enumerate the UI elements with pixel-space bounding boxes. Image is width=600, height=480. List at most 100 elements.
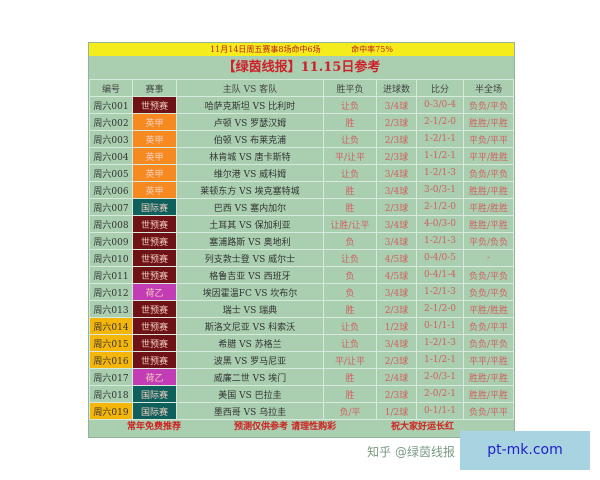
match-id: 周六012 — [89, 283, 133, 301]
column-header: 比分 — [416, 79, 464, 97]
league: 世预赛 — [132, 317, 177, 335]
match-id: 周六014 — [89, 317, 133, 335]
goals-pick: 3/4球 — [376, 232, 417, 250]
table-row: 周六006 英甲 莱顿东方 VS 埃克塞特城胜 3/4球 3-0/3-1 胜胜/平胜 — [89, 181, 514, 199]
half-full-pick: 负负/平平 — [463, 402, 514, 420]
footer-right: 祝大家好运长红 — [391, 422, 455, 432]
league: 英甲 — [132, 130, 177, 148]
league: 世预赛 — [132, 334, 177, 352]
half-full-pick: 胜胜/平胜 — [463, 113, 514, 131]
teams: 哈萨克斯坦 VS 比利时 — [176, 96, 324, 114]
goals-pick: 1/2球 — [376, 317, 417, 335]
column-header: 编号 — [89, 79, 133, 97]
table-row: 周六012 荷乙 埃因霍温FC VS 坎布尔负 3/4球 1-2/1-3 负负/平负 — [89, 283, 514, 301]
goals-pick: 4/5球 — [376, 266, 417, 284]
result-pick: 让负 — [323, 164, 377, 182]
score-pick: 1-2/1-3 — [416, 334, 464, 352]
table-row: 周六019 国际赛 墨西哥 VS 乌拉圭 负/平 1/2球 0-1/1-1 负负/平平 — [89, 402, 514, 420]
result-pick: 负 — [323, 232, 377, 250]
footer: 常年免费推荐 预测仅供参考 请理性购彩 祝大家好运长红 — [89, 417, 514, 437]
score-pick: 0-1/1-1 — [416, 402, 464, 420]
watermark: 知乎 @绿茵线报 — [367, 445, 455, 459]
column-header: 主队 VS 客队 — [176, 79, 324, 97]
goals-pick: 3/4球 — [376, 164, 417, 182]
match-id: 周六018 — [89, 385, 133, 403]
result-pick: 胜 — [323, 368, 377, 386]
result-banner: 11月14日周五赛事8场命中6场 命中率75% — [89, 43, 514, 56]
half-full-pick: 平平/胜胜 — [463, 147, 514, 165]
goals-pick: 2/3球 — [376, 198, 417, 216]
league: 世预赛 — [132, 300, 177, 318]
match-id: 周六019 — [89, 402, 133, 420]
score-pick: 3-0/3-1 — [416, 181, 464, 199]
goals-pick: 1/2球 — [376, 402, 417, 420]
goals-pick: 3/4球 — [376, 334, 417, 352]
teams: 埃因霍温FC VS 坎布尔 — [176, 283, 324, 301]
match-id: 周六013 — [89, 300, 133, 318]
result-pick: 胜 — [323, 385, 377, 403]
match-id: 周六010 — [89, 249, 133, 267]
result-pick: 胜 — [323, 198, 377, 216]
column-header: 半全场 — [463, 79, 514, 97]
table-header: 编号 赛事 主队 VS 客队 胜平负 进球数 比分 半全场 — [89, 79, 514, 97]
score-pick: 2-1/2-0 — [416, 198, 464, 216]
score-pick: 1-2/1-3 — [416, 283, 464, 301]
table-row: 周六007 国际赛 巴西 VS 塞内加尔胜 2/3球 2-1/2-0 平胜/胜胜 — [89, 198, 514, 216]
score-pick: 2-1/2-0 — [416, 113, 464, 131]
table-row: 周六011 世预赛 格鲁吉亚 VS 西班牙负 4/5球 0-4/1-4 负负/平负 — [89, 266, 514, 284]
column-header: 进球数 — [376, 79, 417, 97]
half-full-pick: 负负/平负 — [463, 164, 514, 182]
result-pick: 平/让平 — [323, 351, 377, 369]
half-full-pick: 胜胜/平胜 — [463, 181, 514, 199]
teams: 巴西 VS 塞内加尔 — [176, 198, 324, 216]
result-pick: 负 — [323, 283, 377, 301]
league: 英甲 — [132, 147, 177, 165]
goals-pick: 3/4球 — [376, 215, 417, 233]
banner-rate: 命中率75% — [351, 45, 393, 54]
teams: 莱顿东方 VS 埃克塞特城 — [176, 181, 324, 199]
banner-summary: 11月14日周五赛事8场命中6场 — [210, 45, 321, 54]
table-row: 周六005 英甲 维尔港 VS 威科姆 让负 3/4球 1-2/1-3 负负/平负 — [89, 164, 514, 182]
score-pick: 1-2/1-1 — [416, 130, 464, 148]
result-pick: 让负 — [323, 130, 377, 148]
teams: 希腊 VS 苏格兰 — [176, 334, 324, 352]
league: 荷乙 — [132, 368, 177, 386]
teams: 塞浦路斯 VS 奥地利 — [176, 232, 324, 250]
teams: 瑞士 VS 瑞典 — [176, 300, 324, 318]
half-full-pick: 平负/负负 — [463, 232, 514, 250]
table-row: 周六014 世预赛 斯洛文尼亚 VS 科索沃 让负 1/2球 0-1/1-1 负负/平平 — [89, 317, 514, 335]
result-pick: 平/让平 — [323, 147, 377, 165]
result-pick: 让负 — [323, 96, 377, 114]
league: 世预赛 — [132, 96, 177, 114]
goals-pick: 3/4球 — [376, 96, 417, 114]
table-row: 周六018 国际赛 美国 VS 巴拉圭胜 2/3球 2-0/2-1 胜胜/平胜 — [89, 385, 514, 403]
half-full-pick: 负负/平负 — [463, 266, 514, 284]
half-full-pick: 平胜/胜胜 — [463, 300, 514, 318]
sheet-title: 【绿茵线报】11.15日参考 — [222, 60, 381, 75]
footer-middle: 预测仅供参考 请理性购彩 — [234, 422, 337, 432]
league: 荷乙 — [132, 283, 177, 301]
match-id: 周六001 — [89, 96, 133, 114]
match-id: 周六004 — [89, 147, 133, 165]
result-pick: 胜 — [323, 113, 377, 131]
league: 国际赛 — [132, 198, 177, 216]
teams: 威廉二世 VS 埃门 — [176, 368, 324, 386]
score-pick: 0-3/0-4 — [416, 96, 464, 114]
half-full-pick: 负负/平平 — [463, 317, 514, 335]
teams: 波黑 VS 罗马尼亚 — [176, 351, 324, 369]
goals-pick: 2/3球 — [376, 351, 417, 369]
match-id: 周六008 — [89, 215, 133, 233]
league: 国际赛 — [132, 385, 177, 403]
table-row: 周六013 世预赛 瑞士 VS 瑞典胜 2/3球 2-1/2-0 平胜/胜胜 — [89, 300, 514, 318]
match-id: 周六011 — [89, 266, 133, 284]
league: 英甲 — [132, 113, 177, 131]
league: 英甲 — [132, 164, 177, 182]
league: 世预赛 — [132, 232, 177, 250]
half-full-pick: 平负/平平 — [463, 130, 514, 148]
score-pick: 1-2/1-3 — [416, 232, 464, 250]
table-row: 周六008 世预赛 土耳其 VS 保加利亚 让胜/让平 3/4球 4-0/3-0 胜胜/平胜 — [89, 215, 514, 233]
score-pick: 1-1/2-1 — [416, 147, 464, 165]
score-pick: 1-1/2-1 — [416, 351, 464, 369]
goals-pick: 3/4球 — [376, 181, 417, 199]
match-id: 周六017 — [89, 368, 133, 386]
